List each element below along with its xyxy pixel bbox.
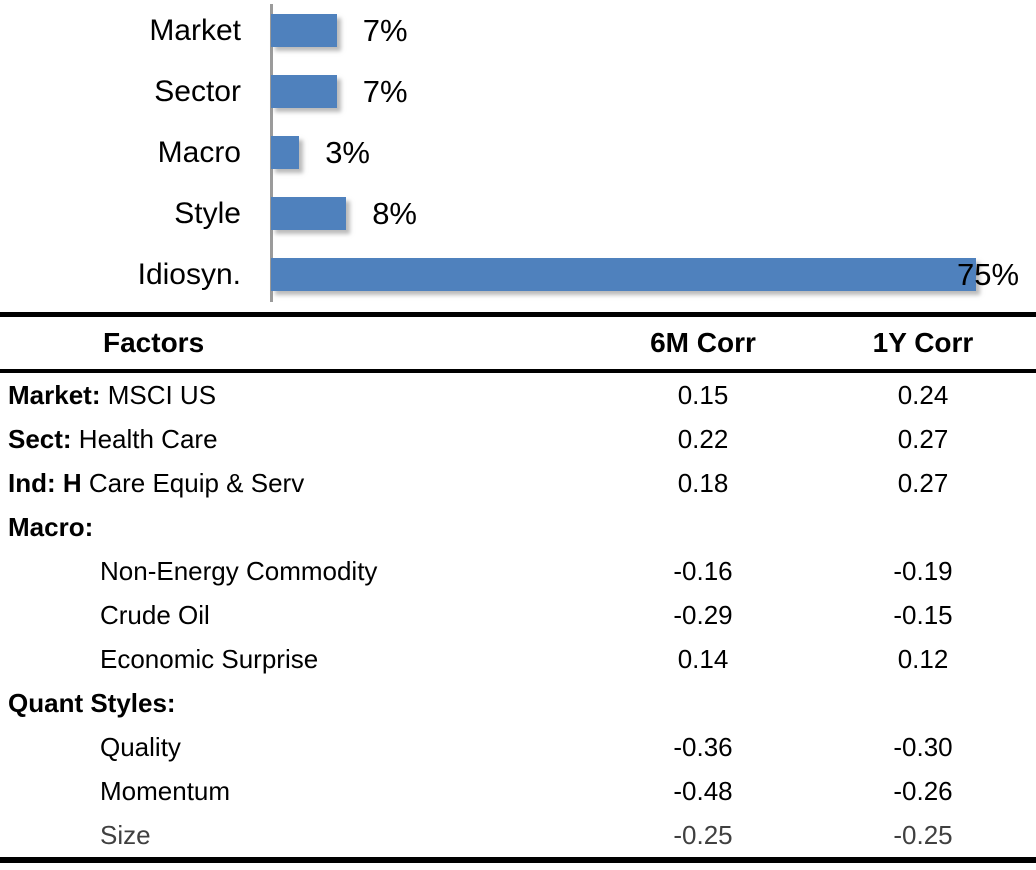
bar-track: 7% bbox=[255, 61, 1036, 122]
corr-1y-value: -0.19 bbox=[893, 555, 953, 586]
corr-1y-value: -0.15 bbox=[893, 599, 953, 630]
factor-label-bold: Sect: bbox=[8, 423, 72, 454]
table-body: Market: MSCI US 0.15 0.24 Sect: Health Care… bbox=[0, 373, 1036, 857]
factor-label: Size bbox=[100, 819, 151, 850]
corr-1y-value: 0.27 bbox=[897, 423, 949, 454]
category-label: Sector bbox=[154, 75, 241, 108]
factor-label: Crude Oil bbox=[100, 599, 210, 630]
corr-1y-value: 0.12 bbox=[897, 643, 949, 674]
table-row: Non-Energy Commodity -0.16 -0.19 bbox=[0, 549, 1036, 593]
bar bbox=[271, 14, 337, 47]
bar-value-label: 8% bbox=[372, 196, 417, 231]
risk-bar-chart: Market 7% Sector 7% Macro 3% Style 8% Idiosyn. 75… bbox=[0, 0, 1036, 306]
table-row: Size -0.25 -0.25 bbox=[0, 813, 1036, 857]
table-row: Ind: H Care Equip & Serv 0.18 0.27 bbox=[0, 461, 1036, 505]
corr-1y-value: -0.30 bbox=[893, 731, 953, 762]
table-row: Quality -0.36 -0.30 bbox=[0, 725, 1036, 769]
table-row: Quant Styles: bbox=[0, 681, 1036, 725]
factor-label: Non-Energy Commodity bbox=[100, 555, 378, 586]
factor-label: Ind: H Care Equip & Serv bbox=[8, 467, 305, 498]
factor-label-bold: Ind: H bbox=[8, 467, 82, 498]
bar-value-label: 3% bbox=[325, 135, 370, 170]
bar-track: 75% bbox=[255, 244, 1036, 305]
bar-track: 8% bbox=[255, 183, 1036, 244]
corr-6m-value: -0.48 bbox=[673, 775, 733, 806]
factor-label: Sect: Health Care bbox=[8, 423, 218, 454]
category-label: Idiosyn. bbox=[137, 258, 241, 291]
table-row: Macro: bbox=[0, 505, 1036, 549]
header-factors: Factors bbox=[103, 327, 205, 358]
corr-6m-value: -0.36 bbox=[673, 731, 733, 762]
corr-1y-value: -0.26 bbox=[893, 775, 953, 806]
bar bbox=[271, 197, 347, 230]
bar-value-label: 7% bbox=[362, 13, 408, 48]
corr-6m-value: 0.14 bbox=[677, 643, 729, 674]
corr-6m-value: 0.18 bbox=[677, 467, 729, 498]
chart-row: Macro 3% bbox=[0, 122, 1036, 183]
corr-6m-value: -0.16 bbox=[673, 555, 733, 586]
table-row: Market: MSCI US 0.15 0.24 bbox=[0, 373, 1036, 417]
corr-6m-value: 0.15 bbox=[677, 379, 729, 410]
category-label: Style bbox=[174, 197, 241, 230]
bar bbox=[271, 136, 300, 169]
chart-row: Style 8% bbox=[0, 183, 1036, 244]
chart-row: Market 7% bbox=[0, 0, 1036, 61]
header-6m-corr: 6M Corr bbox=[650, 327, 756, 358]
bar-track: 7% bbox=[255, 0, 1036, 61]
table-header-row: Factors 6M Corr 1Y Corr bbox=[0, 317, 1036, 373]
corr-6m-value: 0.22 bbox=[677, 423, 729, 454]
category-label: Market bbox=[149, 14, 241, 47]
corr-6m-value: -0.29 bbox=[673, 599, 733, 630]
header-1y-corr: 1Y Corr bbox=[872, 327, 974, 358]
factor-label: Macro: bbox=[0, 512, 583, 543]
bar bbox=[271, 75, 337, 108]
table-row: Crude Oil -0.29 -0.15 bbox=[0, 593, 1036, 637]
table-row: Economic Surprise 0.14 0.12 bbox=[0, 637, 1036, 681]
factor-label: Quant Styles: bbox=[0, 688, 583, 719]
chart-row: Sector 7% bbox=[0, 61, 1036, 122]
table-row: Sect: Health Care 0.22 0.27 bbox=[0, 417, 1036, 461]
bar-track: 3% bbox=[255, 122, 1036, 183]
factor-label-bold: Market: bbox=[8, 379, 101, 410]
factor-label: Economic Surprise bbox=[100, 643, 319, 674]
factor-label-bold: Macro: bbox=[8, 511, 94, 542]
factor-label: Market: MSCI US bbox=[8, 379, 217, 410]
category-label: Macro bbox=[157, 136, 241, 169]
corr-1y-value: 0.24 bbox=[897, 379, 949, 410]
factor-label: Quality bbox=[100, 731, 181, 762]
bar bbox=[271, 258, 976, 291]
bar-value-label: 7% bbox=[362, 74, 408, 109]
corr-6m-value: -0.25 bbox=[673, 819, 733, 850]
chart-row: Idiosyn. 75% bbox=[0, 244, 1036, 305]
factor-label-bold: Quant Styles: bbox=[8, 687, 176, 718]
factor-label: Momentum bbox=[100, 775, 231, 806]
factor-correlation-table: Factors 6M Corr 1Y Corr Market: MSCI US 0… bbox=[0, 312, 1036, 863]
corr-1y-value: 0.27 bbox=[897, 467, 949, 498]
bar-value-label: 75% bbox=[957, 257, 1020, 292]
table-row: Momentum -0.48 -0.26 bbox=[0, 769, 1036, 813]
corr-1y-value: -0.25 bbox=[893, 819, 953, 850]
